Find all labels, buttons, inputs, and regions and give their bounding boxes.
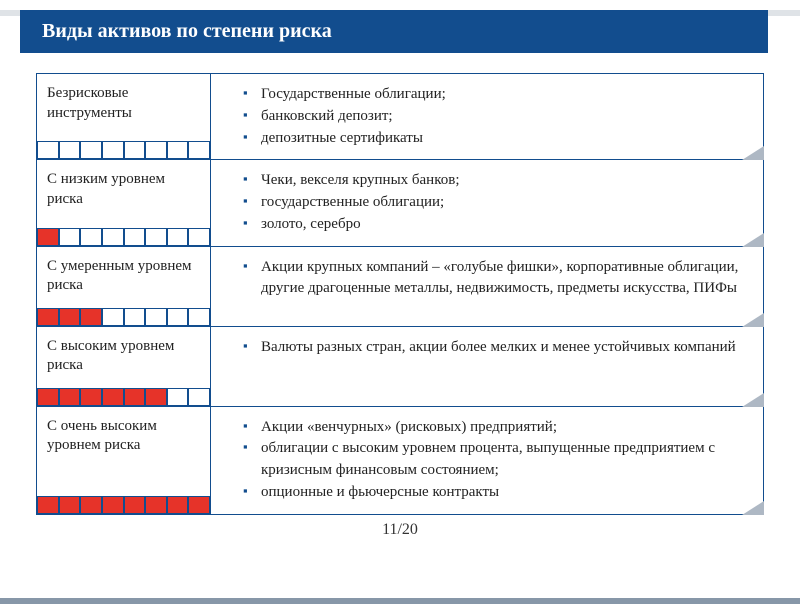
risk-bar-segment bbox=[37, 388, 59, 406]
page-indicator: 11/20 bbox=[0, 521, 800, 539]
risk-bar-segment bbox=[167, 141, 189, 159]
risk-bar-segment bbox=[37, 141, 59, 159]
risk-bar-segment bbox=[59, 388, 81, 406]
risk-bar bbox=[37, 141, 210, 159]
risk-bar-segment bbox=[124, 496, 146, 514]
risk-bar-segment bbox=[80, 308, 102, 326]
risk-bar-segment bbox=[167, 496, 189, 514]
risk-category-label: Безрисковые инструменты bbox=[47, 84, 200, 123]
risk-row: Безрисковые инструменты Государственные о… bbox=[36, 73, 764, 159]
risk-row: С низким уровнем риска Чеки, векселя круп… bbox=[36, 159, 764, 245]
risk-example-item: Государственные облигации; bbox=[243, 84, 749, 106]
risk-bar-segment bbox=[145, 388, 167, 406]
risk-bar-segment bbox=[102, 141, 124, 159]
risk-bar-segment bbox=[188, 228, 210, 246]
risk-examples-list: Акции «венчурных» (рисковых) предприятий… bbox=[225, 417, 749, 504]
risk-examples-list: Валюты разных стран, акции более мелких … bbox=[225, 337, 749, 359]
risk-bar-segment bbox=[124, 228, 146, 246]
risk-bar-segment bbox=[102, 388, 124, 406]
risk-examples-cell: Валюты разных стран, акции более мелких … bbox=[211, 327, 764, 406]
risk-bar-segment bbox=[59, 228, 81, 246]
risk-bar-segment bbox=[167, 388, 189, 406]
corner-notch-decoration bbox=[742, 233, 764, 247]
risk-examples-cell: Акции крупных компаний – «голубые фишки»… bbox=[211, 247, 764, 326]
risk-bar-segment bbox=[124, 141, 146, 159]
risk-examples-list: Государственные облигации;банковский деп… bbox=[225, 84, 749, 149]
risk-bar-segment bbox=[188, 308, 210, 326]
risk-bar-segment bbox=[37, 228, 59, 246]
risk-category-label: С низким уровнем риска bbox=[47, 170, 200, 209]
risk-bar-segment bbox=[37, 308, 59, 326]
risk-example-item: Валюты разных стран, акции более мелких … bbox=[243, 337, 749, 359]
risk-bar-segment bbox=[145, 228, 167, 246]
risk-examples-list: Акции крупных компаний – «голубые фишки»… bbox=[225, 257, 749, 301]
risk-bar-segment bbox=[80, 388, 102, 406]
risk-bar-segment bbox=[188, 141, 210, 159]
bottom-edge-decoration bbox=[0, 598, 800, 604]
risk-category-label: С умеренным уровнем риска bbox=[47, 257, 200, 296]
risk-bar-segment bbox=[59, 141, 81, 159]
risk-bar-segment bbox=[37, 496, 59, 514]
risk-bar-segment bbox=[59, 308, 81, 326]
risk-bar-segment bbox=[124, 388, 146, 406]
corner-notch-decoration bbox=[742, 501, 764, 515]
risk-bar-segment bbox=[145, 141, 167, 159]
risk-bar bbox=[37, 308, 210, 326]
risk-bar-segment bbox=[102, 228, 124, 246]
risk-bar-segment bbox=[188, 388, 210, 406]
risk-row: С высоким уровнем риска Валюты разных стр… bbox=[36, 326, 764, 406]
corner-notch-decoration bbox=[742, 313, 764, 327]
risk-examples-cell: Чеки, векселя крупных банков;государстве… bbox=[211, 160, 764, 245]
risk-category-label: С очень высоким уровнем риска bbox=[47, 417, 200, 456]
risk-category-cell: Безрисковые инструменты bbox=[36, 74, 211, 159]
risk-table: Безрисковые инструменты Государственные о… bbox=[36, 73, 764, 515]
risk-bar-segment bbox=[102, 308, 124, 326]
risk-examples-list: Чеки, векселя крупных банков;государстве… bbox=[225, 170, 749, 235]
risk-bar-segment bbox=[124, 308, 146, 326]
risk-category-label: С высоким уровнем риска bbox=[47, 337, 200, 376]
corner-notch-decoration bbox=[742, 146, 764, 160]
risk-category-cell: С умеренным уровнем риска bbox=[36, 247, 211, 326]
risk-category-cell: С высоким уровнем риска bbox=[36, 327, 211, 406]
risk-bar-segment bbox=[102, 496, 124, 514]
risk-example-item: Акции «венчурных» (рисковых) предприятий… bbox=[243, 417, 749, 439]
risk-row: С умеренным уровнем риска Акции крупных к… bbox=[36, 246, 764, 326]
risk-bar-segment bbox=[167, 228, 189, 246]
risk-bar bbox=[37, 228, 210, 246]
risk-bar-segment bbox=[80, 496, 102, 514]
risk-examples-cell: Государственные облигации;банковский деп… bbox=[211, 74, 764, 159]
risk-example-item: государственные облигации; bbox=[243, 192, 749, 214]
risk-bar bbox=[37, 388, 210, 406]
risk-bar-segment bbox=[188, 496, 210, 514]
risk-bar bbox=[37, 496, 210, 514]
slide-title: Виды активов по степени риска bbox=[20, 10, 768, 53]
risk-example-item: Чеки, векселя крупных банков; bbox=[243, 170, 749, 192]
risk-bar-segment bbox=[145, 496, 167, 514]
risk-example-item: облигации с высоким уровнем процента, вы… bbox=[243, 438, 749, 482]
risk-example-item: Акции крупных компаний – «голубые фишки»… bbox=[243, 257, 749, 301]
risk-category-cell: С низким уровнем риска bbox=[36, 160, 211, 245]
risk-row: С очень высоким уровнем риска Акции «венч… bbox=[36, 406, 764, 515]
risk-bar-segment bbox=[80, 228, 102, 246]
risk-example-item: банковский депозит; bbox=[243, 106, 749, 128]
risk-example-item: депозитные сертификаты bbox=[243, 128, 749, 150]
risk-category-cell: С очень высоким уровнем риска bbox=[36, 407, 211, 514]
risk-example-item: опционные и фьючерсные контракты bbox=[243, 482, 749, 504]
risk-bar-segment bbox=[167, 308, 189, 326]
risk-example-item: золото, серебро bbox=[243, 214, 749, 236]
risk-bar-segment bbox=[59, 496, 81, 514]
risk-bar-segment bbox=[80, 141, 102, 159]
risk-bar-segment bbox=[145, 308, 167, 326]
corner-notch-decoration bbox=[742, 393, 764, 407]
risk-examples-cell: Акции «венчурных» (рисковых) предприятий… bbox=[211, 407, 764, 514]
